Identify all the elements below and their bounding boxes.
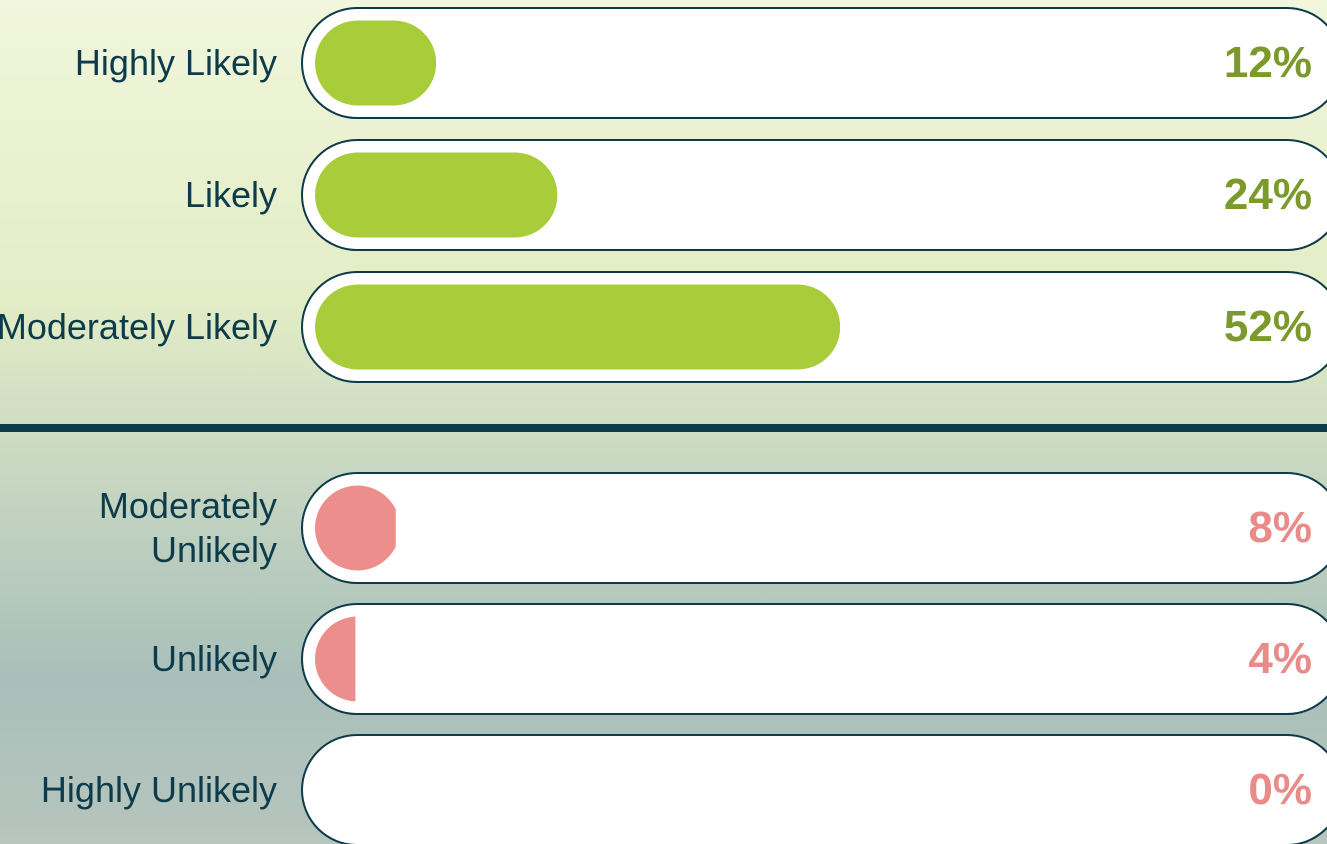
category-label: Highly Unlikely [0,768,277,812]
value-label: 8% [1248,503,1312,553]
value-label: 12% [1224,38,1312,88]
plot [0,0,1327,844]
value-label: 24% [1224,170,1312,220]
category-label: Unlikely [0,637,277,681]
bar [315,153,557,238]
bar [315,486,400,571]
value-label: 4% [1248,634,1312,684]
track [302,604,1327,714]
value-label: 52% [1224,302,1312,352]
value-label: 0% [1248,765,1312,815]
bar [315,21,436,106]
category-label: Moderately Likely [0,305,277,349]
track [302,735,1327,844]
category-label: Moderately Unlikely [0,484,277,572]
track [302,473,1327,583]
category-label: Highly Likely [0,41,277,85]
chart: Highly Likely 12% Likely 24% Moderately Like… [0,0,1327,844]
category-label: Likely [0,173,277,217]
divider [0,424,1327,432]
bar [315,285,840,370]
track [302,8,1327,118]
